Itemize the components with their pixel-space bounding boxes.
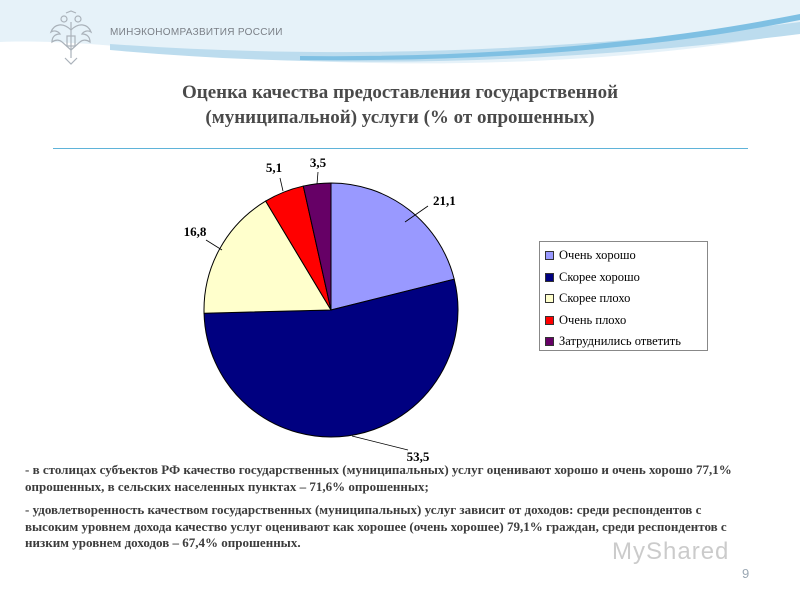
data-label-very-good: 21,1 [433, 193, 456, 208]
pie-slice-very-good [330, 182, 455, 311]
data-label-rather-good: 53,5 [407, 449, 430, 464]
note-income-dependence: - удовлетворенность качеством государств… [25, 502, 727, 550]
pie-slice-rather-good [203, 278, 459, 438]
leader-line-rather-bad [205, 239, 223, 251]
chart-legend: Очень хорошо Скорее хорошо Скорее плохо … [539, 241, 708, 351]
header-wave [0, 0, 800, 64]
legend-item-very-bad: Очень плохо [545, 310, 707, 332]
page-number: 9 [742, 566, 750, 581]
data-label-undecided: 3,5 [310, 155, 327, 170]
legend-swatch-very-bad [545, 315, 554, 325]
chart-title-line-2: (муниципальной) услуги (% от опрошенных) [205, 107, 595, 128]
leader-line-undecided [316, 171, 319, 185]
legend-swatch-rather-bad [545, 294, 554, 304]
legend-swatch-rather-good [545, 272, 554, 282]
legend-item-rather-bad: Скорее плохо [545, 288, 707, 310]
myshared-logo-icon: MyShared [612, 538, 730, 565]
title-divider [53, 148, 748, 149]
legend-label-very-good: Очень хорошо [559, 248, 636, 263]
double-headed-eagle-icon [49, 10, 93, 65]
legend-swatch-undecided [545, 337, 554, 347]
note-regional-capitals: - в столицах субъектов РФ качество госуд… [25, 462, 732, 494]
leader-line-rather-good [351, 435, 409, 451]
legend-label-rather-good: Скорее хорошо [559, 269, 640, 284]
legend-item-rather-good: Скорее хорошо [545, 267, 707, 289]
legend-label-undecided: Затруднились ответить [559, 334, 681, 349]
legend-label-very-bad: Очень плохо [559, 312, 627, 327]
ministry-name: МИНЭКОНОМРАЗВИТИЯ РОССИИ [110, 27, 283, 38]
data-label-very-bad: 5,1 [266, 160, 282, 175]
legend-swatch-very-good [545, 251, 554, 261]
chart-title-line-1: Оценка качества предоставления государст… [181, 82, 619, 103]
data-label-rather-bad: 16,8 [184, 224, 207, 239]
leader-line-very-bad [279, 177, 284, 192]
legend-item-undecided: Затруднились ответить [545, 331, 707, 353]
legend-label-rather-bad: Скорее плохо [559, 291, 631, 306]
leader-line-very-good [404, 205, 429, 223]
summary-notes: - в столицах субъектов РФ качество госуд… [25, 462, 755, 559]
legend-item-very-good: Очень хорошо [545, 245, 707, 267]
chart-title: Оценка качества предоставления государст… [40, 80, 760, 130]
